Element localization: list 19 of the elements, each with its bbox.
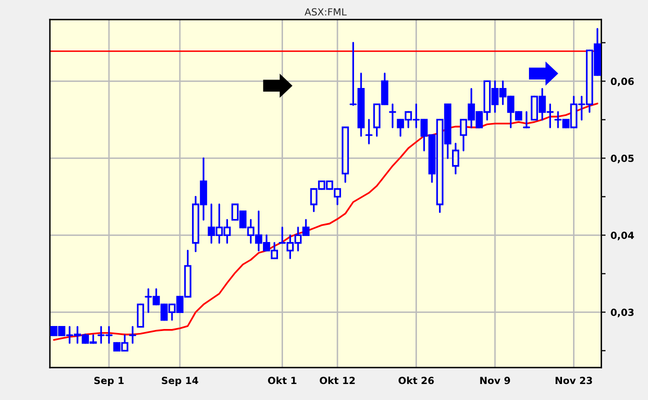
- x-tick-label: Okt 12: [320, 376, 355, 384]
- y-tick-label: 0,05: [610, 154, 634, 164]
- candlestick: [129, 326, 136, 344]
- x-tick-label: Okt 26: [398, 376, 434, 384]
- line-series: [53, 102, 598, 341]
- y-tick-label: 0,06: [610, 78, 634, 86]
- x-tick-label: Nov 23: [556, 376, 592, 384]
- x-tick-label: Sep 1: [94, 376, 124, 386]
- candlestick: [388, 103, 396, 128]
- candlestick: [452, 142, 460, 174]
- x-tick-label: Sep 14: [162, 376, 198, 386]
- y-tick-label: 0,04: [610, 232, 634, 240]
- candlestick: [136, 304, 144, 328]
- candlestick: [365, 118, 373, 144]
- x-tick-label: Nov 9: [480, 376, 510, 384]
- chart-title: ASX:FML: [304, 8, 347, 16]
- candlestick: [522, 111, 530, 128]
- y-tick-label: 0,03: [610, 308, 634, 318]
- x-tick-label: Okt 1: [268, 376, 296, 384]
